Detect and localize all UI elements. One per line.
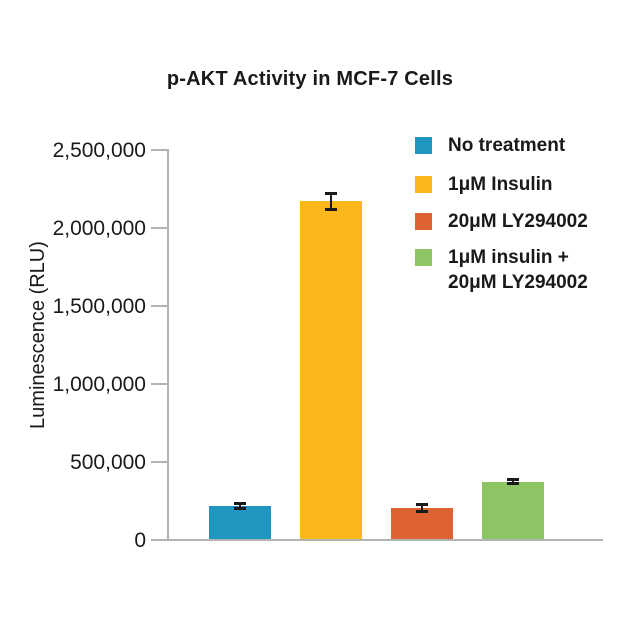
y-tick-mark xyxy=(151,383,167,385)
error-bar-1-m-insulin xyxy=(330,193,332,210)
legend-label-no-treatment: No treatment xyxy=(448,135,566,156)
bar-1-m-insulin xyxy=(300,201,362,539)
error-bar-cap-top-1-m-insulin-20-m-ly294002 xyxy=(507,477,519,481)
y-tick-mark xyxy=(151,539,167,541)
error-bar-cap-bottom-1-m-insulin-20-m-ly294002 xyxy=(507,482,519,486)
legend-swatch-20-m-ly294002 xyxy=(415,213,432,230)
error-bar-cap-bottom-no-treatment xyxy=(234,506,246,510)
chart-title: p-AKT Activity in MCF-7 Cells xyxy=(166,68,454,90)
y-tick-label: 0 xyxy=(134,529,146,552)
bar-no-treatment xyxy=(209,505,271,539)
y-tick-mark xyxy=(151,461,167,463)
legend-swatch-1-m-insulin xyxy=(415,176,432,193)
error-bar-cap-top-no-treatment xyxy=(234,501,246,505)
y-tick-label: 2,000,000 xyxy=(52,217,146,240)
x-axis-line xyxy=(167,539,603,541)
y-tick-label: 1,000,000 xyxy=(52,373,146,396)
y-tick-mark xyxy=(151,305,167,307)
bar-20-m-ly294002 xyxy=(391,508,453,539)
legend-label-1-m-insulin: 1μM Insulin xyxy=(448,174,553,195)
error-bar-cap-bottom-1-m-insulin xyxy=(325,207,337,211)
error-bar-20-m-ly294002 xyxy=(421,504,423,512)
y-axis-line xyxy=(167,149,169,541)
y-tick-label: 500,000 xyxy=(70,451,146,474)
legend-label-20-m-ly294002: 20μM LY294002 xyxy=(448,211,588,232)
legend-swatch-1-m-insulin-20-m-ly294002 xyxy=(415,249,432,266)
legend-swatch-no-treatment xyxy=(415,137,432,154)
y-tick-mark xyxy=(151,149,167,151)
y-tick-label: 1,500,000 xyxy=(52,295,146,318)
y-tick-mark xyxy=(151,227,167,229)
error-bar-cap-bottom-20-m-ly294002 xyxy=(416,509,428,513)
error-bar-1-m-insulin-20-m-ly294002 xyxy=(512,479,514,484)
error-bar-no-treatment xyxy=(239,503,241,508)
legend-label-1-m-insulin-20-m-ly294002: 1μM insulin + 20μM LY294002 xyxy=(448,247,588,293)
bar-1-m-insulin-20-m-ly294002 xyxy=(482,481,544,539)
y-tick-label: 2,500,000 xyxy=(52,139,146,162)
error-bar-cap-top-1-m-insulin xyxy=(325,192,337,196)
error-bar-cap-top-20-m-ly294002 xyxy=(416,503,428,507)
